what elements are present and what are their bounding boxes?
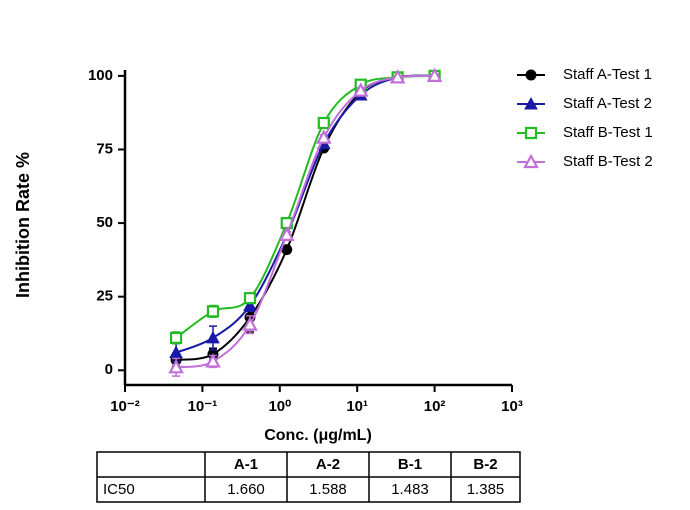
x-tick-label: 10³: [501, 398, 523, 415]
series: [168, 67, 443, 377]
table: [96, 451, 521, 503]
marker: [168, 359, 184, 374]
x-tick-label: 10⁰: [268, 398, 291, 415]
table-cell: 1.483: [391, 481, 429, 498]
table-cell: 1.385: [467, 481, 505, 498]
table-cell: 1.660: [227, 481, 265, 498]
x-tick-label: 10²: [424, 398, 446, 415]
legend-label: Staff A-Test 2: [563, 95, 652, 112]
y-tick-label: 75: [96, 140, 113, 157]
legend-label: Staff A-Test 1: [563, 66, 652, 83]
x-tick-label: 10⁻²: [110, 398, 140, 415]
table-header: B-2: [473, 456, 497, 473]
series: [169, 69, 441, 345]
marker: [352, 82, 369, 97]
y-tick-label: 0: [105, 361, 113, 378]
x-axis-label: Conc. (μg/mL): [264, 427, 372, 444]
y-tick-label: 50: [96, 214, 113, 231]
marker: [243, 298, 257, 312]
y-tick-label: 25: [96, 288, 113, 305]
table-row-label: IC50: [103, 481, 135, 498]
marker: [523, 153, 539, 169]
marker: [243, 292, 257, 305]
marker: [278, 226, 295, 241]
fit-line: [175, 74, 435, 339]
marker: [169, 331, 183, 344]
marker: [317, 116, 330, 130]
series: [170, 70, 441, 367]
y-axis-label: Inhibition Rate %: [13, 152, 33, 298]
marker: [169, 345, 183, 359]
table-header: B-1: [398, 456, 422, 473]
marker: [206, 330, 220, 344]
table-header: A-2: [316, 456, 340, 473]
marker: [525, 69, 537, 81]
marker: [389, 69, 406, 84]
legend-label: Staff B-Test 1: [563, 124, 653, 141]
marker: [206, 305, 220, 318]
marker: [524, 96, 538, 110]
marker: [524, 126, 538, 140]
table-cell: 1.588: [309, 481, 347, 498]
legend-label: Staff B-Test 2: [563, 153, 653, 170]
marker: [242, 316, 258, 331]
table-header: A-1: [234, 456, 258, 473]
y-tick-label: 100: [88, 67, 113, 84]
marker: [315, 129, 332, 144]
x-tick-label: 10⁻¹: [188, 398, 218, 415]
fit-line: [175, 74, 435, 369]
marker: [205, 353, 221, 368]
x-tick-label: 10¹: [346, 398, 368, 415]
marker: [426, 67, 443, 82]
